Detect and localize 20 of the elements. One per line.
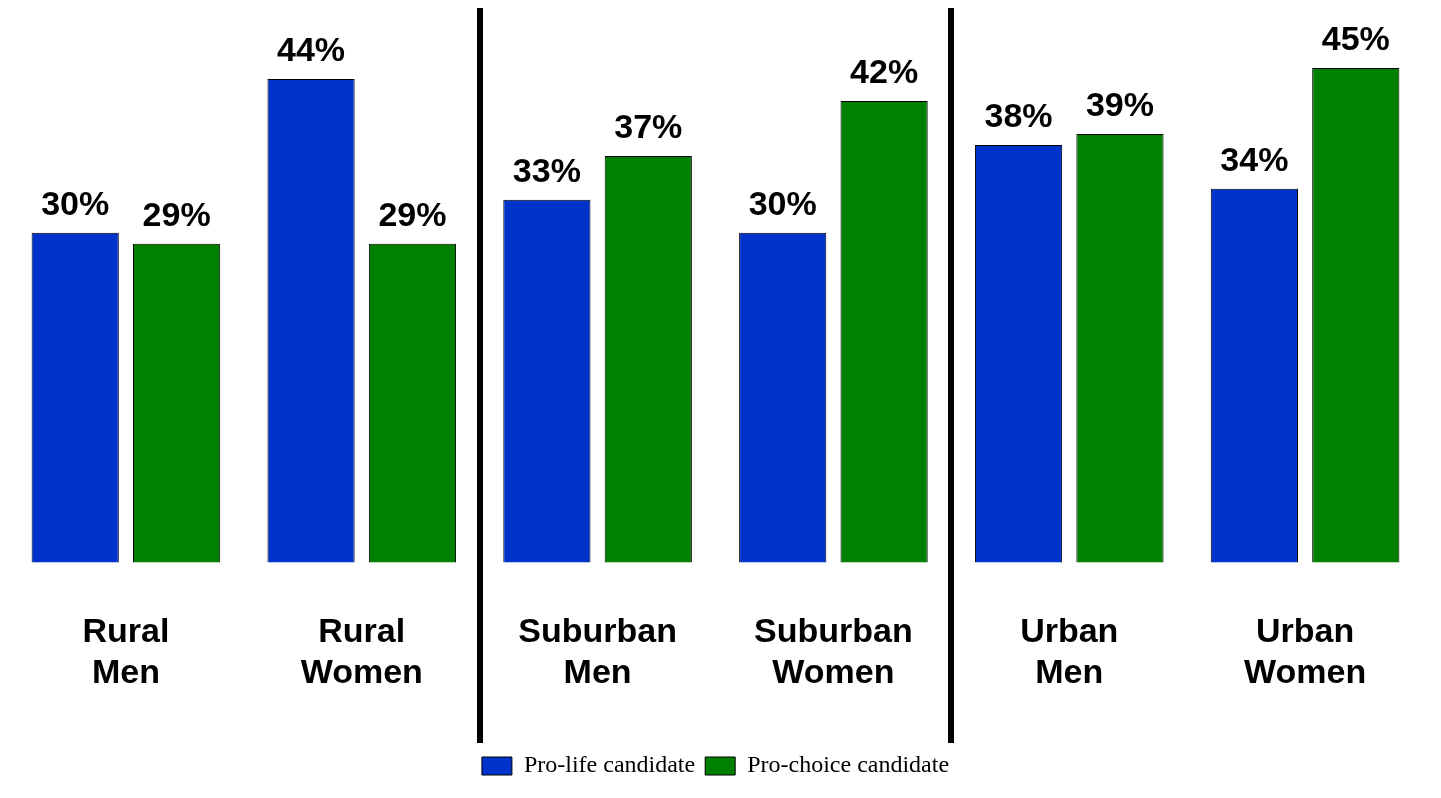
x-tick-label: Suburban Men	[518, 611, 677, 690]
x-tick-label: Rural Men	[82, 611, 170, 690]
data-label: 29%	[142, 195, 211, 234]
x-tick-label: Suburban Women	[754, 611, 913, 690]
data-label: 38%	[984, 96, 1053, 135]
x-tick-label: Urban Women	[1244, 611, 1367, 690]
data-label: 33%	[512, 151, 581, 190]
legend-label: Pro-life candidate	[523, 751, 696, 778]
x-tick-label: Urban Men	[1020, 611, 1119, 690]
x-tick-label: Rural Women	[300, 611, 423, 690]
legend-label: Pro-choice candidate	[747, 751, 950, 778]
data-label: 37%	[614, 107, 683, 146]
data-label: 44%	[277, 30, 346, 69]
data-label: 34%	[1220, 140, 1289, 179]
data-label: 39%	[1085, 85, 1154, 124]
data-label: 45%	[1321, 19, 1390, 58]
data-label: 30%	[748, 184, 817, 223]
data-label: 42%	[850, 52, 919, 91]
data-label: 29%	[378, 195, 447, 234]
data-label: 30%	[41, 184, 110, 223]
